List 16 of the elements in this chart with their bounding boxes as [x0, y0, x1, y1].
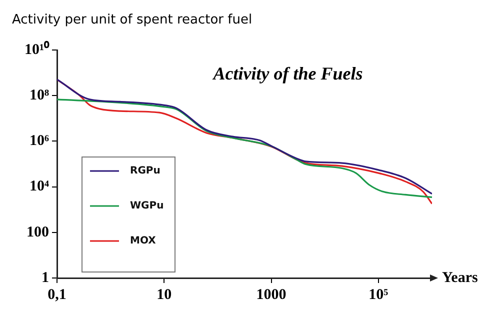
x-tick-label: 0,1 [48, 286, 66, 303]
legend-label: WGPu [130, 200, 164, 212]
x-axis-title: Years [442, 270, 478, 286]
y-tick-label: 100 [26, 224, 49, 240]
y-tick-label: 10⁶ [30, 133, 50, 150]
y-tick-label: 10¹⁰ [24, 40, 50, 58]
x-tick-label: 1000 [256, 286, 286, 303]
x-tick-label: 10⁵ [368, 286, 389, 303]
y-axis-title: Activity per unit of spent reactor fuel [12, 12, 252, 28]
legend-label: MOX [130, 236, 156, 247]
legend-label: RGPu [130, 166, 160, 177]
y-tick-label: 1 [42, 270, 49, 286]
text: Activity of the Fuels [212, 64, 363, 84]
y-tick-label: 10⁸ [30, 87, 50, 104]
y-tick-label: 10⁴ [30, 178, 50, 195]
x-tick-label: 10 [156, 286, 172, 303]
